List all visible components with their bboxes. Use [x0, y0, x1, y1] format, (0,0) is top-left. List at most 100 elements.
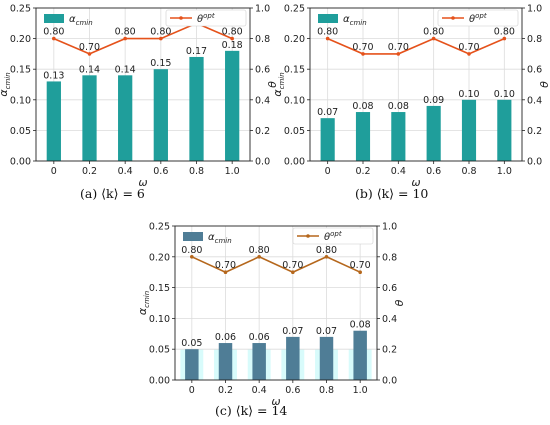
bar-value-label: 0.08 [388, 101, 409, 112]
theta-opt-point [325, 36, 330, 41]
bar-0.4 [391, 112, 406, 161]
y2-tick-label: 0.8 [527, 34, 542, 45]
plot-background [310, 8, 522, 161]
y2-tick-label: 0.4 [382, 314, 397, 325]
bar-value-label: 0.14 [79, 64, 100, 75]
bar-value-label: 0.06 [215, 332, 236, 343]
bar-value-label: 0.13 [43, 70, 64, 81]
x-tick-label: 0.6 [153, 166, 168, 177]
bar-0.8 [461, 99, 477, 161]
y-tick-label: 0.00 [10, 157, 31, 168]
theta-opt-point [190, 254, 194, 259]
bar-1.0 [497, 99, 512, 161]
line-value-label: 0.70 [352, 42, 373, 53]
legend-line: θopt [292, 227, 374, 245]
y-tick-label: 0.25 [149, 222, 170, 233]
x-tick-label: 0.8 [461, 166, 476, 177]
x-axis-label: ω [271, 395, 280, 408]
x-tick-label: 1.0 [353, 385, 368, 396]
y2-tick-label: 0.6 [527, 65, 542, 76]
y2-tick-label: 0.6 [382, 283, 397, 294]
x-tick-label: 0.8 [319, 385, 334, 396]
y-tick-label: 0.20 [149, 252, 170, 263]
y2-axis-label: θ [266, 81, 279, 88]
bar-value-label: 0.08 [350, 320, 371, 331]
theta-opt-point [431, 36, 436, 41]
plot-frame [35, 7, 251, 162]
y-tick-label: 0.25 [284, 4, 305, 15]
line-value-label: 0.70 [350, 260, 371, 271]
y-axis-label: αcmin [0, 72, 12, 96]
theta-opt-point [502, 36, 507, 41]
y-axis-label: αcmin [136, 291, 151, 315]
legend-line-box [292, 227, 374, 245]
y2-tick-label: 0.4 [255, 95, 270, 106]
line-value-label: 0.70 [215, 260, 236, 271]
plot-frame [174, 225, 378, 381]
bar-value-label: 0.14 [115, 64, 136, 75]
y2-tick-label: 0.2 [527, 126, 542, 137]
y-tick-label: 0.15 [10, 65, 31, 76]
x-tick-label: 1.0 [497, 166, 512, 177]
x-tick-label: 0.4 [391, 166, 406, 177]
y2-tick-label: 1.0 [255, 4, 270, 15]
bar-value-label: 0.07 [316, 326, 337, 337]
bar-0.4 [118, 75, 133, 161]
y2-axis-label: θ [393, 299, 406, 306]
bar-1.0 [353, 330, 367, 380]
line-value-label: 0.80 [150, 27, 171, 38]
legend-bar-label: αcmin [343, 14, 367, 27]
legend-line: θopt [165, 9, 247, 27]
x-tick-label: 0.2 [355, 166, 370, 177]
bar-value-label: 0.17 [186, 46, 207, 57]
bar-0.2 [82, 75, 97, 161]
bar-0.6 [286, 336, 300, 380]
x-tick-label: 0.4 [252, 385, 267, 396]
y-tick-label: 0.10 [10, 95, 31, 106]
y2-tick-label: 0.6 [255, 65, 270, 76]
y-tick-label: 0.10 [284, 95, 305, 106]
y-tick-label: 0.20 [284, 34, 305, 45]
chart-panel-a: 0.130.14 0.140.150.170.180.800.700.80 0.80… [0, 4, 279, 190]
bar-0.6 [153, 69, 168, 161]
line-value-label: 0.70 [458, 42, 479, 53]
y-tick-label: 0.05 [149, 345, 170, 356]
bar-value-label: 0.06 [249, 332, 270, 343]
bar-0.8 [319, 336, 334, 380]
y-tick-label: 0.20 [10, 34, 31, 45]
line-value-label: 0.80 [494, 27, 515, 38]
bar-0 [320, 118, 335, 161]
bar-value-label: 0.15 [150, 58, 171, 69]
y2-tick-label: 0.2 [382, 345, 397, 356]
bar-value-label: 0.07 [317, 107, 338, 118]
y2-axis-label: θ [538, 81, 550, 88]
line-value-label: 0.80 [317, 27, 338, 38]
legend-bar-swatch [183, 232, 203, 241]
caption-c: (c) ⟨k⟩ = 14 [215, 403, 288, 418]
legend-line-box [165, 9, 247, 27]
theta-opt-point [230, 36, 234, 41]
y-tick-label: 0.15 [284, 65, 305, 76]
theta-opt-point [52, 36, 56, 41]
theta-opt-point [123, 36, 127, 41]
x-axis-label: ω [138, 176, 147, 189]
caption-b: (b) ⟨k⟩ = 10 [355, 186, 429, 201]
theta-opt-point [324, 254, 329, 259]
bar-value-label: 0.10 [458, 89, 479, 100]
y-tick-label: 0.25 [10, 4, 31, 15]
line-value-label: 0.80 [423, 27, 444, 38]
y-axis-label: αcmin [271, 72, 286, 96]
bar-0.2 [218, 343, 233, 380]
bar-0.4 [252, 343, 266, 380]
bar-value-label: 0.07 [282, 326, 303, 337]
theta-opt-point [257, 254, 261, 259]
plot-background [36, 8, 250, 161]
theta-opt-point [358, 270, 362, 275]
x-tick-label: 0.6 [426, 166, 441, 177]
theta-opt-point [87, 52, 92, 56]
bar-1.0 [225, 50, 240, 162]
line-value-label: 0.80 [222, 27, 243, 38]
legend-line-box [437, 9, 519, 27]
theta-opt-point [159, 36, 163, 41]
